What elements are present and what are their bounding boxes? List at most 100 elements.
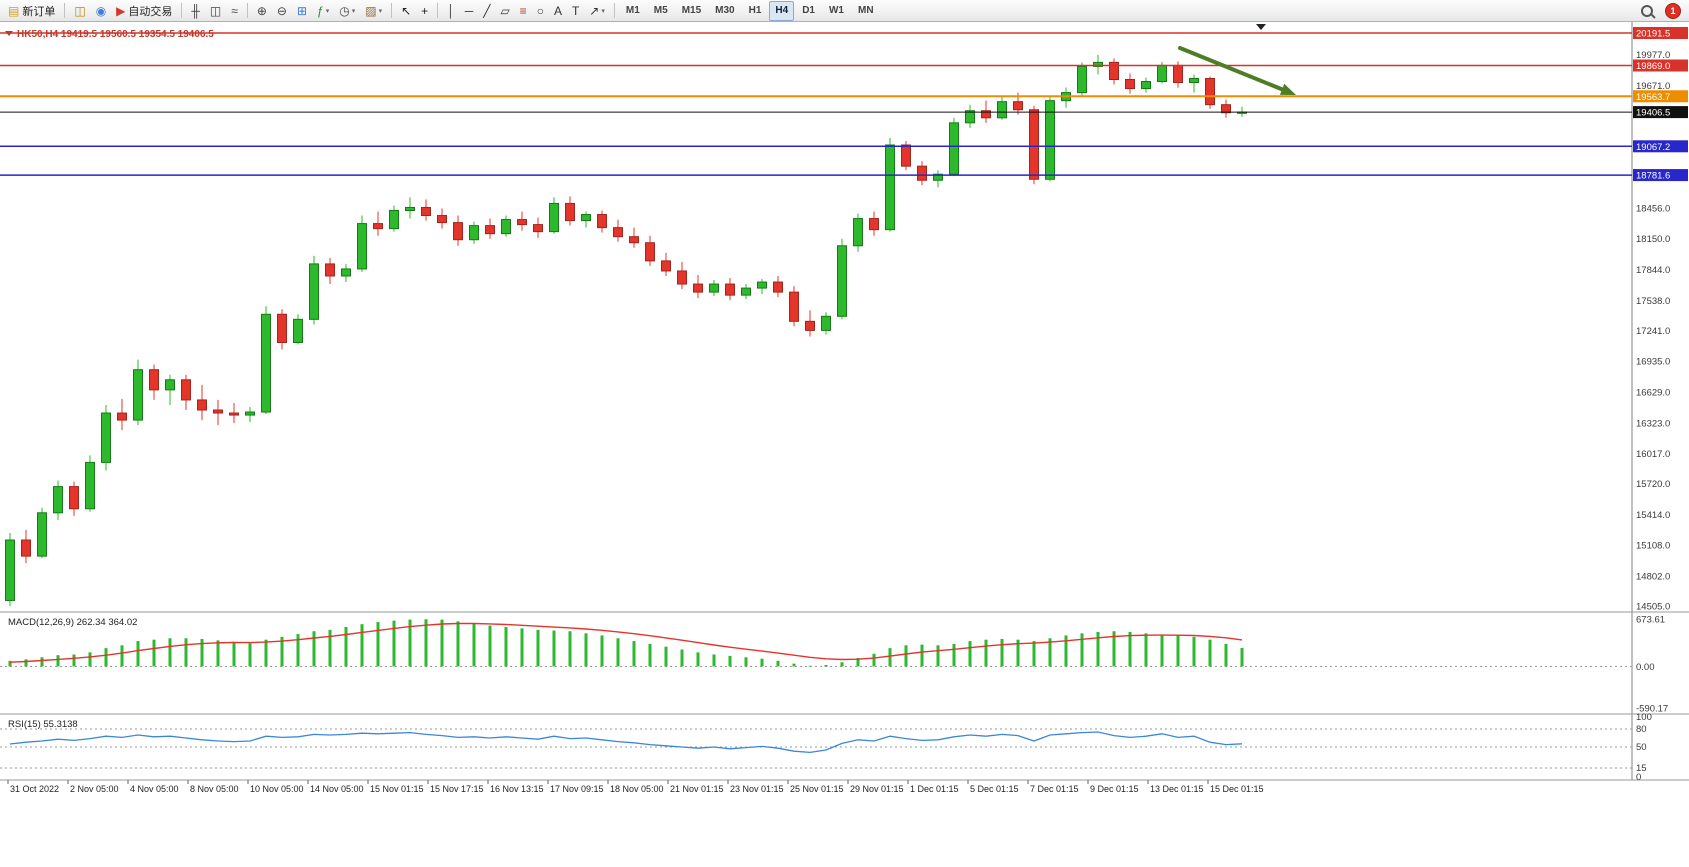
search-button[interactable] <box>1637 1 1657 21</box>
candlestick-chart-icon: ◫ <box>209 3 222 18</box>
candlestick-chart-button[interactable]: ◫ <box>206 1 225 21</box>
candle <box>389 205 399 232</box>
candle <box>1029 105 1039 185</box>
charts-window-button[interactable]: ◫ <box>70 1 89 21</box>
candle-body <box>501 219 511 235</box>
candle-body <box>437 215 447 224</box>
candle <box>629 227 639 248</box>
zoom-in-button[interactable]: ⊕ <box>253 1 271 21</box>
timeframe-D1[interactable]: D1 <box>802 5 815 16</box>
macd-label: MACD(12,26,9) 262.34 364.02 <box>8 617 137 628</box>
timeframe-M30[interactable]: M30 <box>715 5 735 16</box>
toolbar-separator <box>181 3 183 18</box>
candle-body <box>1221 104 1231 114</box>
periods-button[interactable]: ◷ ▾ <box>335 1 359 21</box>
timeframe-W1[interactable]: W1 <box>828 5 844 16</box>
timeframe-H4[interactable]: H4 <box>769 0 795 21</box>
timeframe-H1[interactable]: H1 <box>748 5 762 16</box>
candle-body <box>53 486 63 514</box>
notification-badge[interactable]: 1 <box>1665 2 1681 19</box>
candle <box>21 529 31 564</box>
candle-body <box>341 268 351 277</box>
candle <box>773 275 783 298</box>
zoom-out-button[interactable]: ⊖ <box>273 1 291 21</box>
chart-background <box>0 22 1689 862</box>
price-axis-label: 17241.0 <box>1636 326 1670 337</box>
trend-arrow-head[interactable] <box>1279 83 1296 95</box>
candle-body <box>373 223 383 230</box>
indicators-button[interactable]: ƒ ▾ <box>313 1 333 21</box>
channel-button[interactable]: ▱ <box>496 1 513 21</box>
candle-body <box>821 315 831 331</box>
candle <box>1093 54 1103 75</box>
timeframe-M15[interactable]: M15 <box>681 5 702 16</box>
toolbar: ▤ 新订单 ◫ ◉ ▶ 自动交易 ╫ ◫ ≈ ⊕ ⊖ ⊞ ƒ ▾ ◷ ▾ ▨ ▾ ↖ + │ ─ ╱ ▱ ≡ ○ A T ↗ ▾ M1 M5… <box>0 0 1689 22</box>
autotrading-button-label: 自动交易 <box>128 5 173 18</box>
rsi-line <box>9 731 1243 754</box>
crosshair-button[interactable]: + <box>417 1 432 21</box>
cursor-button[interactable]: ↖ <box>397 1 415 21</box>
timeframe-MN[interactable]: MN <box>857 5 874 16</box>
toolbar-separator <box>391 3 393 18</box>
trend-arrow[interactable] <box>1178 46 1290 94</box>
candle-body <box>293 318 303 343</box>
bar-chart-icon: ╫ <box>191 3 200 18</box>
price-level-tag-label: 20191.5 <box>1636 29 1670 40</box>
text-button[interactable]: A <box>550 1 566 21</box>
timeframe-M5[interactable]: M5 <box>653 5 668 16</box>
candle-body <box>885 144 895 231</box>
fibonacci-button[interactable]: ≡ <box>516 1 531 21</box>
horizontal-line-button[interactable]: ─ <box>461 1 478 21</box>
label-button[interactable]: T <box>568 1 583 21</box>
chevron-down-icon: ▾ <box>601 7 605 15</box>
candle <box>565 196 575 226</box>
vertical-line-button[interactable]: │ <box>443 1 459 21</box>
time-axis-label: 8 Nov 05:00 <box>190 784 239 794</box>
candle <box>373 211 383 236</box>
candle-body <box>805 320 815 331</box>
candle <box>933 170 943 188</box>
templates-button[interactable]: ▨ ▾ <box>361 1 386 21</box>
autotrading-button[interactable]: ▶ 自动交易 <box>112 1 176 21</box>
fibonacci-icon: ≡ <box>519 3 527 18</box>
candle-body <box>21 539 31 557</box>
ellipse-button[interactable]: ○ <box>533 1 548 21</box>
time-axis-label: 31 Oct 2022 <box>10 784 59 794</box>
candle-body <box>981 110 991 119</box>
time-axis-label: 2 Nov 05:00 <box>70 784 119 794</box>
candle <box>853 213 863 252</box>
candle <box>197 384 207 421</box>
candle <box>917 161 927 186</box>
timeframe-M1[interactable]: M1 <box>625 5 640 16</box>
toolbar-buttons: ▤ 新订单 ◫ ◉ ▶ 自动交易 ╫ ◫ ≈ ⊕ ⊖ ⊞ ƒ ▾ ◷ ▾ ▨ ▾ ↖ + │ ─ ╱ ▱ ≡ ○ A T ↗ ▾ <box>3 1 610 21</box>
bar-chart-button[interactable]: ╫ <box>187 1 204 21</box>
tile-windows-button[interactable]: ⊞ <box>293 1 311 21</box>
candle <box>53 480 63 520</box>
trendline-button[interactable]: ╱ <box>479 1 494 21</box>
candle <box>997 96 1007 120</box>
arrows-button[interactable]: ↗ ▾ <box>585 1 609 21</box>
candle-body <box>597 214 607 229</box>
symbol-dropdown-icon[interactable] <box>5 31 13 36</box>
candle <box>117 398 127 431</box>
candle-body <box>645 242 655 262</box>
candle <box>245 406 255 423</box>
candle-body <box>1013 101 1023 111</box>
horizontal-line-icon: ─ <box>464 3 474 18</box>
price-level-tag <box>1633 90 1688 103</box>
candle-body <box>1141 81 1151 90</box>
candle <box>597 210 607 233</box>
chevron-down-icon: ▾ <box>351 7 356 15</box>
market-watch-button[interactable]: ◉ <box>92 1 110 21</box>
time-axis-label: 16 Nov 13:15 <box>490 784 544 794</box>
candle <box>405 197 415 219</box>
candle <box>293 314 303 345</box>
label-icon: T <box>571 3 580 18</box>
candle <box>517 211 527 231</box>
toolbar-separator <box>437 3 439 18</box>
line-chart-button[interactable]: ≈ <box>227 1 242 21</box>
candle <box>661 252 671 276</box>
new-order-button[interactable]: ▤ 新订单 <box>4 1 59 21</box>
candle <box>885 137 895 232</box>
